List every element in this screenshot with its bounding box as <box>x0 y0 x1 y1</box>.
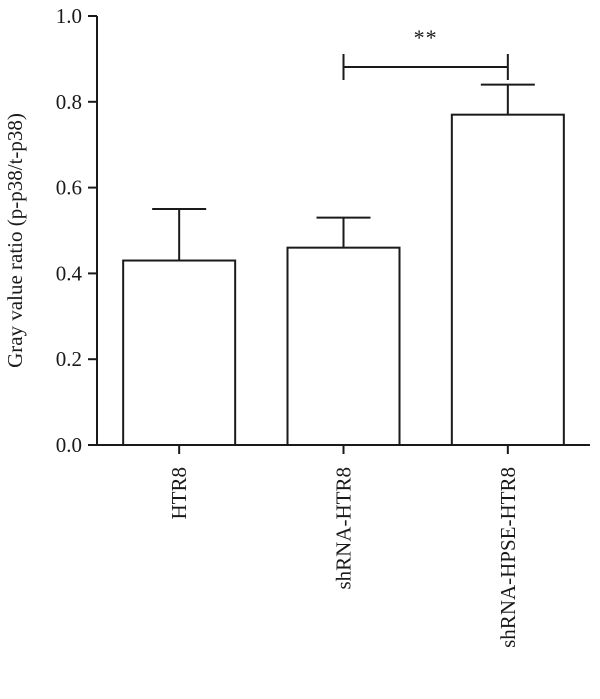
y-tick-label: 0.0 <box>56 433 82 457</box>
y-axis-label: Gray value ratio (p-p38/t-p38) <box>3 113 27 368</box>
bar <box>122 259 237 446</box>
y-tick-label: 1.0 <box>56 4 82 28</box>
significance-annotation: ** <box>342 25 509 80</box>
y-axis: 0.0 0.2 0.4 0.6 0.8 1.0 <box>56 4 98 457</box>
significance-label: ** <box>414 25 438 50</box>
x-category-label: shRNA-HPSE-HTR8 <box>496 467 520 648</box>
y-tick-label: 0.6 <box>56 176 82 200</box>
x-axis: HTR8 shRNA-HTR8 shRNA-HPSE-HTR8 <box>97 444 590 648</box>
y-tick-label: 0.4 <box>56 261 83 285</box>
x-category-label: shRNA-HTR8 <box>332 467 356 590</box>
x-category-label: HTR8 <box>167 467 191 520</box>
bar <box>286 246 401 446</box>
bar-group <box>122 83 565 446</box>
y-tick-label: 0.8 <box>56 90 82 114</box>
y-tick-label: 0.2 <box>56 347 82 371</box>
bar <box>450 113 565 446</box>
